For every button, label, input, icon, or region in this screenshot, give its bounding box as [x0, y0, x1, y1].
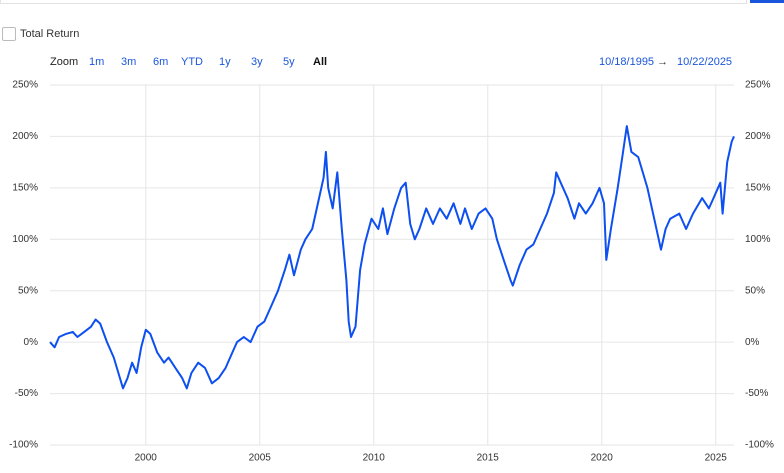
x-tick-label: 2010 — [363, 453, 386, 464]
y2-tick-label: -50% — [745, 388, 768, 399]
y-tick-label: -100% — [9, 440, 38, 451]
search-box[interactable] — [0, 0, 747, 4]
y-tick-label: -50% — [15, 388, 38, 399]
y2-tick-label: 150% — [745, 182, 771, 193]
y-tick-label: 50% — [18, 285, 38, 296]
line — [49, 125, 735, 390]
range-from[interactable]: 10/18/1995 — [599, 56, 655, 68]
zoom-button[interactable]: 1m — [89, 56, 105, 68]
x-tick-label: 2015 — [477, 453, 500, 464]
y-tick-label: 100% — [12, 234, 38, 245]
y2-tick-label: 50% — [745, 285, 765, 296]
x-tick-label: 2000 — [135, 453, 158, 464]
range-to[interactable]: 10/22/2025 — [677, 56, 733, 68]
range-separator: → — [657, 56, 668, 68]
top-button[interactable] — [750, 0, 784, 3]
zoom-button[interactable]: 3m — [121, 56, 137, 68]
checkbox[interactable] — [2, 27, 16, 41]
zoom-button[interactable]: 3y — [251, 56, 263, 68]
y2-tick-label: 0% — [745, 337, 760, 348]
zoom-button[interactable]: All — [313, 56, 328, 68]
zoom-label: Zoom — [50, 56, 79, 68]
y2-tick-label: 200% — [745, 131, 771, 142]
x-tick-label: 2005 — [249, 453, 272, 464]
y2-tick-label: 250% — [745, 80, 771, 91]
x-tick-label: 2020 — [591, 453, 614, 464]
zoom-button[interactable]: YTD — [181, 56, 203, 68]
y-tick-label: 0% — [24, 337, 39, 348]
y2-tick-label: -100% — [745, 440, 774, 451]
y-tick-label: 200% — [12, 131, 38, 142]
zoom-button[interactable]: 5y — [283, 56, 295, 68]
zoom-button[interactable]: 1y — [219, 56, 231, 68]
y-tick-label: 150% — [12, 182, 38, 193]
checkbox-label[interactable]: Total Return — [20, 28, 80, 40]
y2-tick-label: 100% — [745, 234, 771, 245]
zoom-button[interactable]: 6m — [153, 56, 169, 68]
x-tick-label: 2025 — [705, 453, 728, 464]
y-tick-label: 250% — [12, 80, 38, 91]
